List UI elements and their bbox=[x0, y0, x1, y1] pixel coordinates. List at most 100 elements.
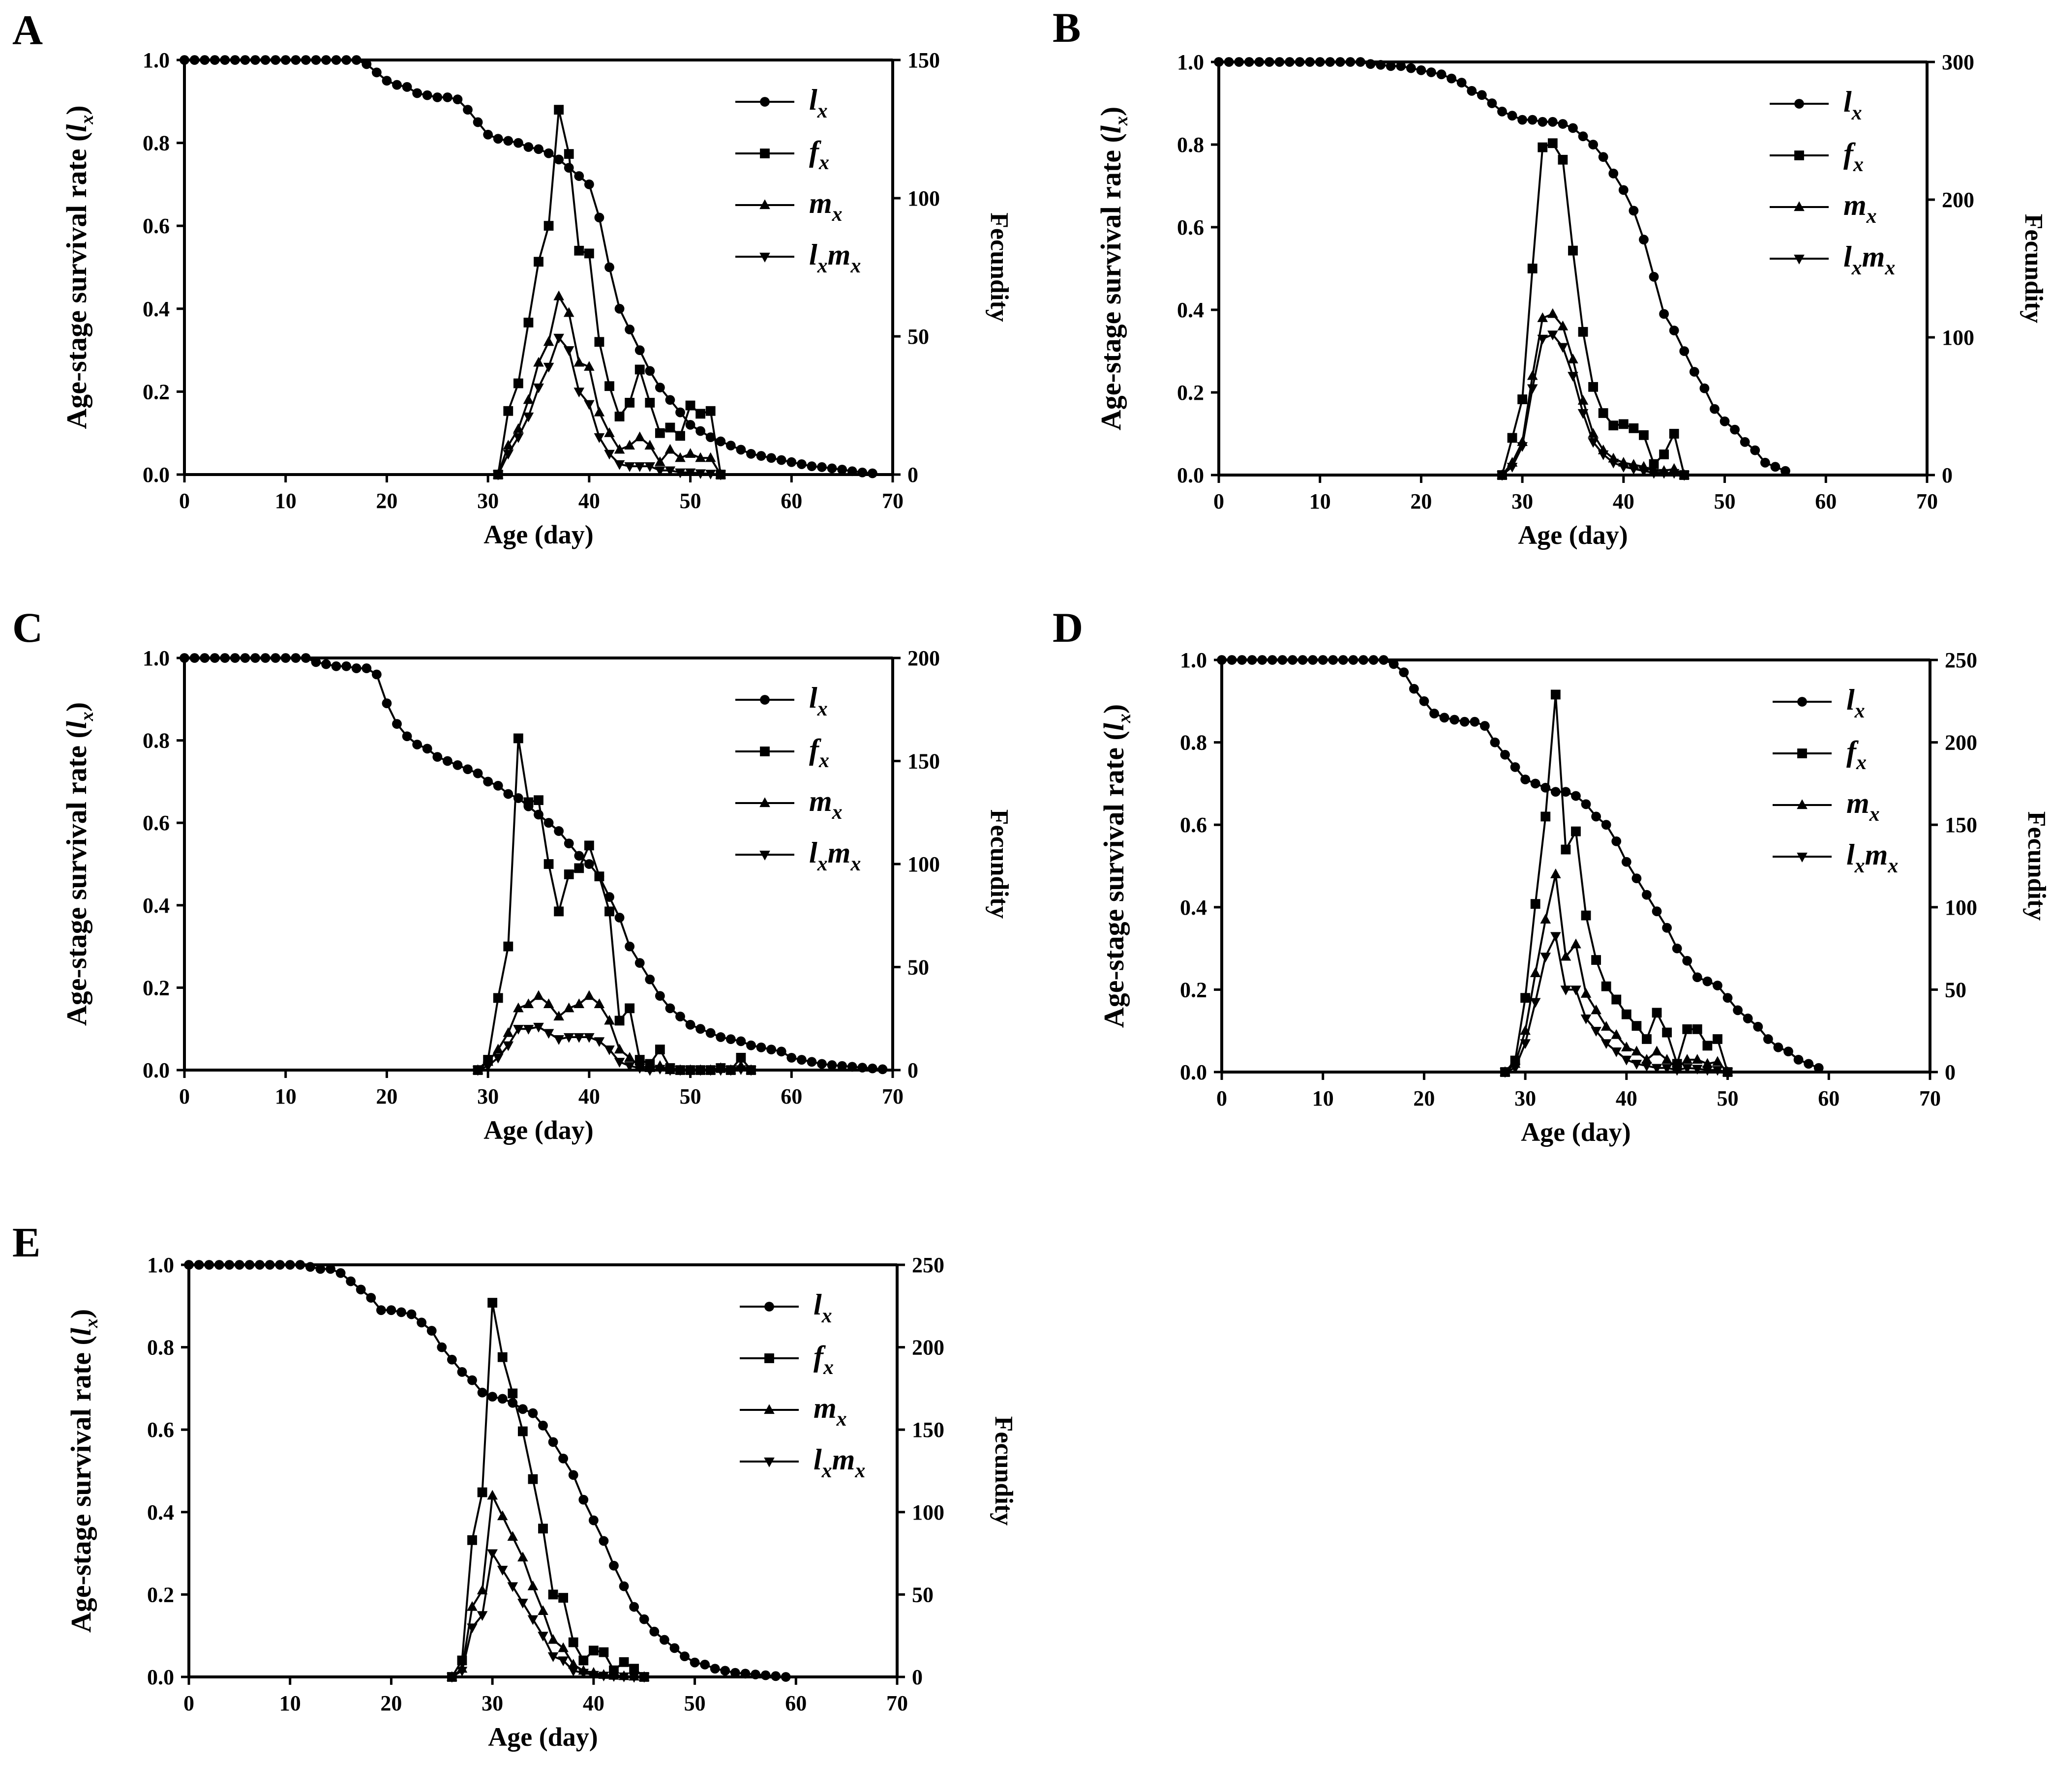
legend-label: lxmx bbox=[814, 1443, 865, 1482]
y-right-tick-label: 0 bbox=[1942, 463, 1953, 487]
series-lx-point bbox=[710, 1664, 720, 1674]
series-lx-point bbox=[447, 1354, 457, 1365]
series-fx-point bbox=[584, 840, 594, 851]
series-mx-point bbox=[644, 440, 656, 450]
y-left-axis-label-text: Age-stage survival rate ( bbox=[1095, 133, 1127, 430]
series-lx-point bbox=[685, 1019, 695, 1030]
series-fx-point bbox=[1547, 138, 1558, 149]
y-left-axis-label-var: l bbox=[60, 720, 92, 729]
x-tick-label: 60 bbox=[781, 1084, 802, 1108]
legend-label-var2: m bbox=[828, 836, 851, 869]
series-lx-point bbox=[786, 457, 797, 467]
series-lx bbox=[180, 653, 888, 1075]
series-lx-point bbox=[736, 445, 746, 455]
x-tick-label: 70 bbox=[882, 489, 904, 513]
series-lxmx-point bbox=[1550, 932, 1561, 942]
series-mx-point bbox=[503, 440, 514, 450]
series-lx-point bbox=[432, 92, 443, 102]
y-left-tick-label: 0.6 bbox=[1177, 215, 1204, 239]
x-tick-label: 50 bbox=[680, 1084, 701, 1108]
y-right-tick-label: 0 bbox=[912, 1665, 923, 1689]
y-left-axis-label-text: Age-stage survival rate ( bbox=[1098, 731, 1130, 1028]
series-lx-point bbox=[260, 55, 271, 65]
series-lx-point bbox=[857, 467, 868, 478]
series-lx-point bbox=[746, 448, 756, 459]
series-mx-point bbox=[624, 1052, 635, 1062]
series-lxmx-point bbox=[618, 1673, 630, 1682]
series-lx-point bbox=[766, 1045, 777, 1055]
series-lx-point bbox=[1358, 655, 1368, 665]
series-fx-point bbox=[513, 378, 523, 388]
series-lx-point bbox=[260, 653, 271, 663]
series-fx-point bbox=[1682, 1024, 1692, 1034]
series-lxmx-point bbox=[543, 1029, 554, 1039]
series-lx-point bbox=[240, 55, 250, 65]
series-fx bbox=[493, 105, 726, 479]
series-fx-point bbox=[477, 1487, 487, 1497]
legend-label-var: m bbox=[1846, 787, 1870, 819]
series-fx-point bbox=[534, 795, 543, 806]
series-fx-point bbox=[625, 397, 635, 408]
series-fx-point bbox=[1527, 264, 1538, 273]
y-right-tick-label: 150 bbox=[907, 48, 940, 72]
x-tick-label: 20 bbox=[376, 1084, 397, 1108]
series-mx-point bbox=[634, 431, 645, 442]
series-mx-point bbox=[1568, 354, 1578, 363]
legend-label: fx bbox=[814, 1340, 834, 1379]
series-lx-point bbox=[1719, 416, 1730, 426]
legend-label: lx bbox=[809, 682, 828, 720]
series-lx-point bbox=[285, 1260, 295, 1270]
series-lxmx-point bbox=[573, 1033, 585, 1043]
series-lxmx-point bbox=[1608, 458, 1619, 469]
series-lxmx-point bbox=[497, 1566, 508, 1576]
series-lx-point bbox=[1520, 775, 1531, 784]
series-mx-point bbox=[1591, 1004, 1601, 1015]
series-lx bbox=[1214, 57, 1790, 476]
series-fx-point bbox=[588, 1645, 599, 1656]
series-lx-point bbox=[1710, 404, 1719, 414]
series-mx-point bbox=[1557, 320, 1568, 330]
series-lx-point bbox=[493, 134, 503, 144]
y-left-tick-label: 0.6 bbox=[143, 811, 170, 835]
series-lx-point bbox=[1517, 115, 1528, 125]
series-lxmx-point bbox=[1628, 465, 1639, 475]
series-lxmx-point bbox=[624, 462, 635, 472]
y-left-tick-label: 1.0 bbox=[143, 646, 170, 670]
y-left-tick-label: 0.0 bbox=[1180, 1060, 1207, 1084]
series-lx-point bbox=[422, 90, 432, 100]
series-lxmx-point bbox=[695, 469, 706, 479]
series-lx-line bbox=[1219, 61, 1786, 472]
series-lx-point bbox=[204, 1260, 214, 1270]
series-mx-point bbox=[1651, 1045, 1662, 1056]
legend-label-sub: x bbox=[1851, 102, 1862, 124]
x-tick-label: 0 bbox=[179, 1084, 190, 1108]
series-lx-point bbox=[1274, 57, 1285, 67]
series-lx-point bbox=[665, 395, 675, 405]
y-left-tick-label: 0.2 bbox=[1177, 381, 1204, 405]
series-lx-point bbox=[452, 94, 463, 104]
series-mx-point bbox=[517, 1552, 528, 1562]
series-lx-point bbox=[629, 1602, 639, 1612]
series-lxmx-point bbox=[513, 1025, 524, 1035]
y-right-tick-label: 150 bbox=[912, 1418, 944, 1442]
series-lxmx bbox=[472, 1022, 756, 1076]
series-fx-point bbox=[1649, 459, 1659, 469]
series-lxmx-point bbox=[588, 1671, 599, 1681]
series-lxmx-point bbox=[1527, 384, 1538, 394]
legend-marker bbox=[764, 1404, 775, 1414]
series-lx-point bbox=[1305, 57, 1315, 67]
series-mx-point bbox=[655, 456, 665, 466]
series-lx-point bbox=[280, 55, 291, 65]
series-lx-point bbox=[412, 88, 422, 98]
series-lx-point bbox=[210, 653, 220, 663]
y-left-tick-label: 0.4 bbox=[147, 1500, 174, 1524]
y-left-tick-label: 0.8 bbox=[1177, 133, 1204, 157]
y-left-axis-label: Age-stage survival rate (lx) bbox=[1098, 704, 1135, 1028]
series-lx-point bbox=[200, 55, 210, 65]
chart-panel-a: A 0 10 20 30 40 50 60 70 0.0 0.2 0.4 0.6 0.8 1.0 0 50 100… bbox=[12, 6, 1013, 549]
series-lxmx-point bbox=[629, 1673, 639, 1683]
chart-panel-d: D 0 10 20 30 40 50 60 70 0.0 0.2 0.4 0.6 0.8 1.0 0 50 100… bbox=[1053, 604, 2051, 1147]
series-lx-point bbox=[837, 1061, 847, 1071]
series-lx-point bbox=[1813, 1063, 1824, 1073]
